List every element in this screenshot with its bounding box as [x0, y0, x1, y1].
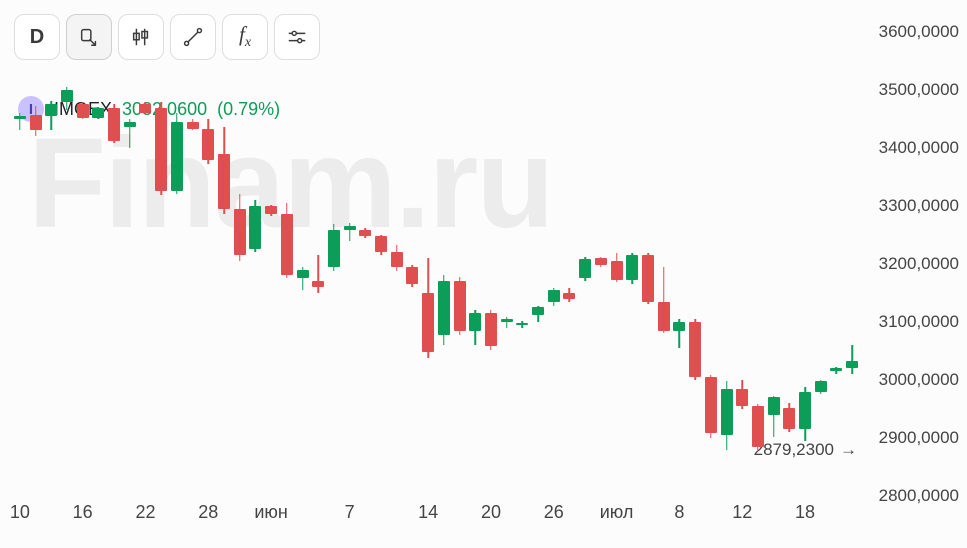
x-tick-label: июл [600, 502, 634, 523]
x-tick-label: 26 [544, 502, 564, 523]
y-tick-label: 3400,0000 [879, 138, 959, 158]
x-tick-label: 20 [481, 502, 501, 523]
x-tick-label: 12 [732, 502, 752, 523]
x-tick-label: 10 [10, 502, 30, 523]
y-tick-label: 3500,0000 [879, 80, 959, 100]
y-tick-label: 3600,0000 [879, 22, 959, 42]
x-tick-label: 16 [73, 502, 93, 523]
y-tick-label: 2800,0000 [879, 486, 959, 506]
x-tick-label: 28 [198, 502, 218, 523]
y-tick-label: 3200,0000 [879, 254, 959, 274]
y-tick-label: 3100,0000 [879, 312, 959, 332]
y-tick-label: 3300,0000 [879, 196, 959, 216]
x-axis[interactable]: 10 16 22 28 июн 7 14 20 26 июл 8 12 18 [12, 502, 860, 532]
x-tick-label: 8 [674, 502, 684, 523]
chart-root: { "colors": { "bg": "#fcfcfc", "up": "#0… [0, 0, 967, 548]
candlestick-plot[interactable] [12, 20, 860, 496]
x-tick-label: 18 [795, 502, 815, 523]
y-axis[interactable]: 2800,00002900,00003000,00003100,00003200… [867, 20, 967, 496]
x-tick-label: 7 [345, 502, 355, 523]
y-tick-label: 3000,0000 [879, 370, 959, 390]
x-tick-label: 14 [418, 502, 438, 523]
x-tick-label: 22 [135, 502, 155, 523]
y-tick-label: 2900,0000 [879, 428, 959, 448]
x-tick-label: июн [254, 502, 288, 523]
